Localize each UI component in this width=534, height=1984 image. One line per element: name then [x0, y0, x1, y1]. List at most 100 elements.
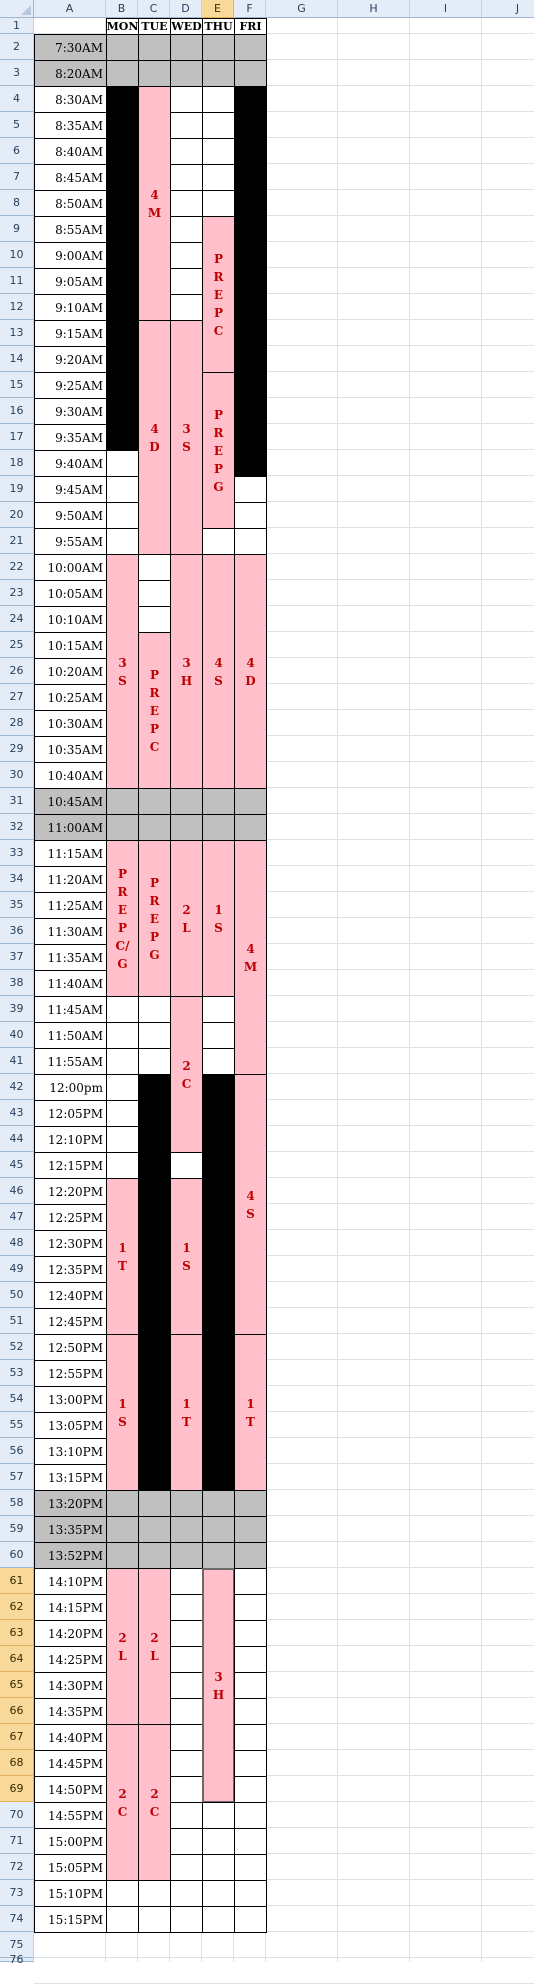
break-cell[interactable] — [202, 60, 235, 87]
empty-cell[interactable] — [106, 1880, 139, 1907]
row-header-43[interactable]: 43 — [0, 1100, 34, 1126]
empty-cell[interactable] — [138, 580, 171, 607]
time-cell[interactable]: 11:35AM — [34, 944, 107, 971]
time-cell[interactable]: 12:00pm — [34, 1074, 107, 1101]
empty-cell[interactable] — [170, 1750, 203, 1777]
row-header-12[interactable]: 12 — [0, 294, 34, 320]
row-header-1[interactable]: 1 — [0, 18, 34, 34]
row-header-51[interactable]: 51 — [0, 1308, 34, 1334]
empty-cell[interactable] — [170, 138, 203, 165]
row-header-49[interactable]: 49 — [0, 1256, 34, 1282]
empty-cell[interactable] — [234, 1724, 267, 1751]
empty-cell[interactable] — [138, 1880, 171, 1907]
empty-cell[interactable] — [106, 1022, 139, 1049]
empty-cell[interactable] — [202, 1048, 235, 1075]
time-cell[interactable]: 13:10PM — [34, 1438, 107, 1465]
break-cell[interactable] — [234, 814, 267, 841]
empty-cell[interactable] — [170, 112, 203, 139]
empty-cell[interactable] — [234, 1698, 267, 1725]
row-header-22[interactable]: 22 — [0, 554, 34, 580]
break-cell[interactable] — [106, 34, 139, 61]
time-cell[interactable]: 10:00AM — [34, 554, 107, 581]
row-header-71[interactable]: 71 — [0, 1828, 34, 1854]
empty-cell[interactable] — [202, 138, 235, 165]
time-cell[interactable]: 14:30PM — [34, 1672, 107, 1699]
row-header-36[interactable]: 36 — [0, 918, 34, 944]
break-cell[interactable] — [170, 788, 203, 815]
time-cell[interactable]: 9:50AM — [34, 502, 107, 529]
empty-cell[interactable] — [106, 1048, 139, 1075]
empty-cell[interactable] — [106, 1152, 139, 1179]
row-header-52[interactable]: 52 — [0, 1334, 34, 1360]
time-cell[interactable]: 9:00AM — [34, 242, 107, 269]
class-block[interactable]: PREP C — [202, 216, 235, 373]
empty-cell[interactable] — [234, 1880, 267, 1907]
break-cell[interactable] — [170, 1542, 203, 1569]
class-block[interactable]: PREP C/G — [106, 840, 139, 997]
empty-cell[interactable] — [106, 996, 139, 1023]
class-block[interactable]: 4M — [234, 840, 267, 1075]
break-cell[interactable] — [234, 1490, 267, 1517]
row-header-28[interactable]: 28 — [0, 710, 34, 736]
empty-cell[interactable] — [202, 1828, 235, 1855]
empty-cell[interactable] — [202, 1854, 235, 1881]
row-header-5[interactable]: 5 — [0, 112, 34, 138]
empty-cell[interactable] — [170, 1672, 203, 1699]
class-block[interactable]: PREP C — [138, 632, 171, 789]
empty-cell[interactable] — [170, 190, 203, 217]
break-cell[interactable] — [234, 788, 267, 815]
row-header-6[interactable]: 6 — [0, 138, 34, 164]
break-cell[interactable] — [138, 814, 171, 841]
day-header-tue[interactable]: TUE — [138, 18, 171, 35]
empty-cell[interactable] — [138, 1022, 171, 1049]
row-header-68[interactable]: 68 — [0, 1750, 34, 1776]
time-cell[interactable]: 8:50AM — [34, 190, 107, 217]
empty-cell[interactable] — [106, 1126, 139, 1153]
time-cell[interactable]: 7:30AM — [34, 34, 107, 61]
day-header-wed[interactable]: WED — [170, 18, 203, 35]
row-header-24[interactable]: 24 — [0, 606, 34, 632]
column-header-b[interactable]: B — [106, 0, 138, 18]
time-cell[interactable]: 11:40AM — [34, 970, 107, 997]
class-block[interactable]: PREP G — [138, 840, 171, 997]
break-cell[interactable] — [170, 1516, 203, 1543]
break-cell[interactable] — [202, 1516, 235, 1543]
break-cell[interactable] — [106, 60, 139, 87]
break-cell[interactable] — [202, 1542, 235, 1569]
empty-cell[interactable] — [170, 1776, 203, 1803]
row-header-70[interactable]: 70 — [0, 1802, 34, 1828]
time-cell[interactable]: 8:20AM — [34, 60, 107, 87]
time-cell[interactable]: 14:35PM — [34, 1698, 107, 1725]
time-cell[interactable]: 8:45AM — [34, 164, 107, 191]
time-cell[interactable]: 12:10PM — [34, 1126, 107, 1153]
break-cell[interactable] — [170, 34, 203, 61]
time-cell[interactable]: 11:30AM — [34, 918, 107, 945]
row-header-20[interactable]: 20 — [0, 502, 34, 528]
row-header-32[interactable]: 32 — [0, 814, 34, 840]
break-cell[interactable] — [202, 1490, 235, 1517]
time-cell[interactable]: 10:25AM — [34, 684, 107, 711]
time-cell[interactable]: 10:20AM — [34, 658, 107, 685]
class-block[interactable]: 2C — [106, 1724, 139, 1881]
time-cell[interactable]: 15:05PM — [34, 1854, 107, 1881]
row-header-66[interactable]: 66 — [0, 1698, 34, 1724]
row-header-46[interactable]: 46 — [0, 1178, 34, 1204]
time-cell[interactable]: 8:30AM — [34, 86, 107, 113]
empty-cell[interactable] — [170, 216, 203, 243]
time-cell[interactable]: 11:55AM — [34, 1048, 107, 1075]
empty-cell[interactable] — [234, 1646, 267, 1673]
time-cell[interactable]: 14:40PM — [34, 1724, 107, 1751]
empty-cell[interactable] — [170, 1152, 203, 1179]
row-header-55[interactable]: 55 — [0, 1412, 34, 1438]
time-cell[interactable]: 14:15PM — [34, 1594, 107, 1621]
empty-cell[interactable] — [202, 86, 235, 113]
class-block[interactable]: 1T — [170, 1334, 203, 1491]
class-block[interactable]: 2L — [170, 840, 203, 997]
row-header-41[interactable]: 41 — [0, 1048, 34, 1074]
row-header-44[interactable]: 44 — [0, 1126, 34, 1152]
class-block[interactable]: 4S — [234, 1074, 267, 1335]
row-header-33[interactable]: 33 — [0, 840, 34, 866]
time-cell[interactable]: 10:10AM — [34, 606, 107, 633]
row-header-61[interactable]: 61 — [0, 1568, 34, 1594]
